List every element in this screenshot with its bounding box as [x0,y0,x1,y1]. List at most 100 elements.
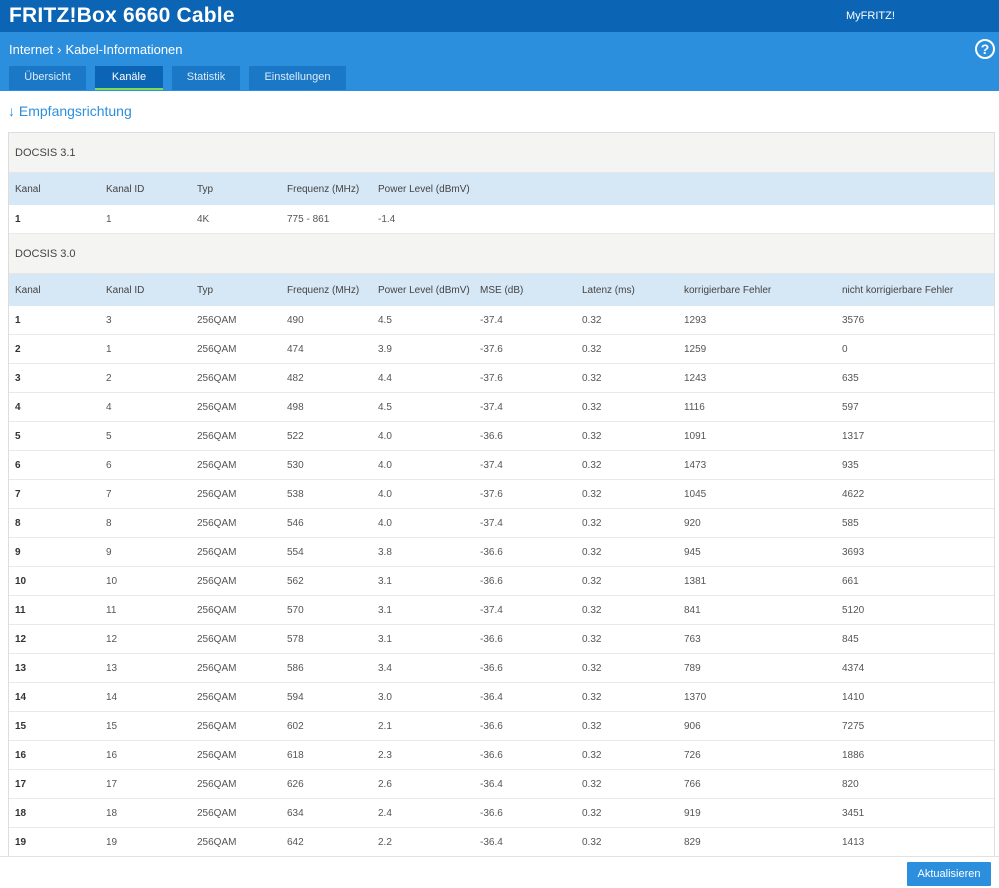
column-header: Power Level (dBmV) [378,183,470,195]
table-cell: 4.0 [378,430,392,442]
table-cell: 0.32 [582,314,602,326]
table-cell: 789 [684,662,701,674]
table-cell: 554 [287,546,304,558]
table-cell: -1.4 [378,213,396,225]
table-cell: 2 [106,372,112,384]
table-cell: 562 [287,575,304,587]
table-row: 2 1 256QAM 474 3.9 -37.6 0.32 1259 0 [9,335,994,364]
section-title: ↓ Empfangsrichtung [8,103,132,119]
table-cell: 3.9 [378,343,392,355]
table-cell: -36.6 [480,662,503,674]
breadcrumb-parent[interactable]: Internet [9,42,54,57]
table-cell: 726 [684,749,701,761]
column-header: Kanal ID [106,284,145,296]
table-cell: 2.6 [378,778,392,790]
table-cell: 1116 [684,401,705,413]
tab-einstellungen[interactable]: Einstellungen [249,66,346,90]
column-header: Latenz (ms) [582,284,635,296]
table-cell: 763 [684,633,701,645]
table-cell: 0.32 [582,575,602,587]
table-cell: -36.6 [480,575,503,587]
table-cell: 1243 [684,372,707,384]
table-cell: 256QAM [197,662,237,674]
docsis31-rows: 1 1 4K 775 - 861 -1.4 [9,205,994,234]
table-cell: -36.6 [480,720,503,732]
table-cell: 256QAM [197,343,237,355]
table-cell: 15 [15,720,27,732]
table-cell: 775 - 861 [287,213,330,225]
tab-statistik[interactable]: Statistik [172,66,240,90]
table-row: 17 17 256QAM 626 2.6 -36.4 0.32 766 820 [9,770,994,799]
top-bar: FRITZ!Box 6660 Cable MyFRITZ! [0,0,999,32]
table-cell: 2.3 [378,749,392,761]
docsis30-group-title: DOCSIS 3.0 [9,234,994,274]
column-header: Frequenz (MHz) [287,284,360,296]
table-cell: 6 [106,459,112,471]
table-row: 7 7 256QAM 538 4.0 -37.6 0.32 1045 4622 [9,480,994,509]
table-cell: 3.8 [378,546,392,558]
table-cell: 9 [15,546,21,558]
docsis31-group-title: DOCSIS 3.1 [9,133,994,173]
table-cell: 586 [287,662,304,674]
table-cell: 256QAM [197,778,237,790]
table-cell: 0.32 [582,691,602,703]
column-header: Typ [197,284,214,296]
table-cell: 482 [287,372,304,384]
table-cell: 906 [684,720,701,732]
table-cell: 1317 [842,430,865,442]
table-cell: 602 [287,720,304,732]
table-cell: 4.0 [378,488,392,500]
table-cell: -37.4 [480,517,503,529]
table-cell: 1 [15,213,21,225]
column-header: Kanal ID [106,183,145,195]
table-cell: 1259 [684,343,707,355]
table-cell: 3.0 [378,691,392,703]
table-cell: -37.4 [480,314,503,326]
table-cell: 10 [15,575,27,587]
column-header: Kanal [15,183,41,195]
table-cell: 256QAM [197,401,237,413]
column-header: korrigierbare Fehler [684,284,772,296]
table-cell: 0.32 [582,517,602,529]
table-cell: 4.4 [378,372,392,384]
tab-uebersicht[interactable]: Übersicht [9,66,86,90]
table-cell: -37.4 [480,459,503,471]
myfritz-link[interactable]: MyFRITZ! [846,10,895,22]
table-cell: 1886 [842,749,865,761]
table-cell: 919 [684,807,701,819]
tab-kanaele[interactable]: Kanäle [95,66,163,90]
table-cell: 0.32 [582,430,602,442]
docsis30-rows: 1 3 256QAM 490 4.5 -37.4 0.32 1293 3576 2 1 256QAM 4… [9,306,994,857]
table-cell: 0.32 [582,401,602,413]
table-cell: 4374 [842,662,865,674]
table-row: 4 4 256QAM 498 4.5 -37.4 0.32 1116 597 [9,393,994,422]
table-cell: 0.32 [582,749,602,761]
table-cell: 17 [106,778,118,790]
table-row: 5 5 256QAM 522 4.0 -36.6 0.32 1091 1317 [9,422,994,451]
table-cell: 9 [106,546,112,558]
column-header: MSE (dB) [480,284,524,296]
table-cell: 14 [15,691,27,703]
table-row: 9 9 256QAM 554 3.8 -36.6 0.32 945 3693 [9,538,994,567]
table-cell: 2.2 [378,836,392,848]
table-cell: 0.32 [582,546,602,558]
table-cell: -36.4 [480,691,503,703]
table-row: 3 2 256QAM 482 4.4 -37.6 0.32 1243 635 [9,364,994,393]
table-cell: 474 [287,343,304,355]
column-header: Frequenz (MHz) [287,183,360,195]
table-cell: 15 [106,720,118,732]
table-row: 6 6 256QAM 530 4.0 -37.4 0.32 1473 935 [9,451,994,480]
table-cell: 0.32 [582,836,602,848]
table-row: 19 19 256QAM 642 2.2 -36.4 0.32 829 1413 [9,828,994,857]
table-cell: 13 [106,662,118,674]
table-cell: 594 [287,691,304,703]
table-cell: 0.32 [582,720,602,732]
table-cell: 626 [287,778,304,790]
table-cell: 490 [287,314,304,326]
table-cell: 661 [842,575,859,587]
refresh-button[interactable]: Aktualisieren [907,862,991,886]
help-icon[interactable]: ? [975,39,995,59]
table-cell: 0.32 [582,343,602,355]
table-cell: 7 [106,488,112,500]
table-row: 1 1 4K 775 - 861 -1.4 [9,205,994,234]
